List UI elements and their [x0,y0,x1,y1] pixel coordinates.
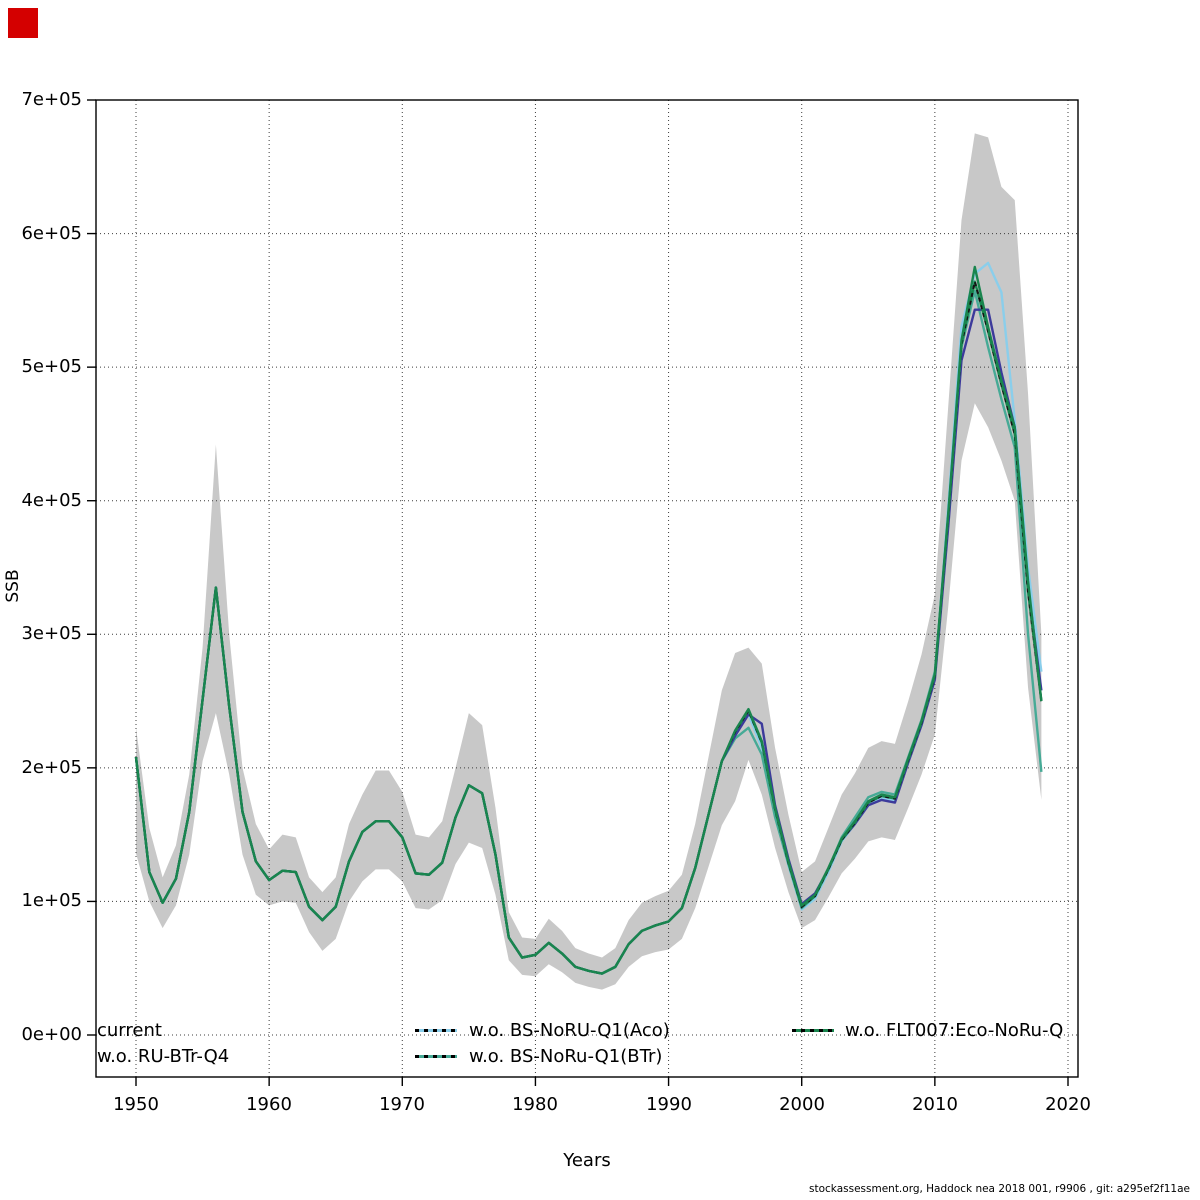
y-tick-label-5: 5e+05 [21,356,82,377]
y-tick-label-1: 1e+05 [21,890,82,911]
legend-line-sample-aco [415,1029,457,1032]
legend-label-bs-noru-q1-aco: w.o. BS-NoRU-Q1(Aco) [469,1020,670,1041]
confidence-band [136,133,1042,990]
series-line-current [134,265,1043,975]
x-tick-label-2000: 2000 [779,1094,825,1115]
y-tick-label-6: 6e+05 [21,223,82,244]
legend-dash-overlay [415,1029,457,1032]
legend-label-bs-noru-q1-btr: w.o. BS-NoRu-Q1(BTr) [469,1046,663,1067]
legend: current w.o. RU-BTr-Q4 w.o. BS-NoRU-Q1(A… [96,1010,1078,1076]
x-tick-label-1960: 1960 [246,1094,292,1115]
y-tick-label-0: 0e+00 [21,1024,82,1045]
footer-attribution: stockassessment.org, Haddock nea 2018 00… [809,1183,1190,1195]
x-axis-title: Years [563,1150,611,1171]
legend-line-sample-btr [415,1055,457,1058]
legend-dash-overlay [792,1029,834,1032]
x-tick-label-2010: 2010 [912,1094,958,1115]
y-tick-label-4: 4e+05 [21,490,82,511]
x-tick-label-1950: 1950 [113,1094,159,1115]
legend-label-flt007: w.o. FLT007:Eco-NoRu-Q [845,1020,1064,1041]
x-tick-label-1970: 1970 [379,1094,425,1115]
legend-label-current: current [97,1020,162,1041]
x-tick-label-1980: 1980 [512,1094,558,1115]
y-axis-title: SSB [3,569,23,603]
y-tick-label-7: 7e+05 [21,89,82,110]
y-tick-label-3: 3e+05 [21,623,82,644]
x-tick-label-1990: 1990 [646,1094,692,1115]
legend-line-sample-flt007 [792,1029,834,1032]
corner-red-marker [8,8,38,38]
x-tick-label-2020: 2020 [1045,1094,1091,1115]
y-tick-label-2: 2e+05 [21,757,82,778]
plot-border [95,99,1079,1078]
legend-dash-overlay [415,1055,457,1058]
legend-label-ru-btr-q4: w.o. RU-BTr-Q4 [97,1046,230,1067]
